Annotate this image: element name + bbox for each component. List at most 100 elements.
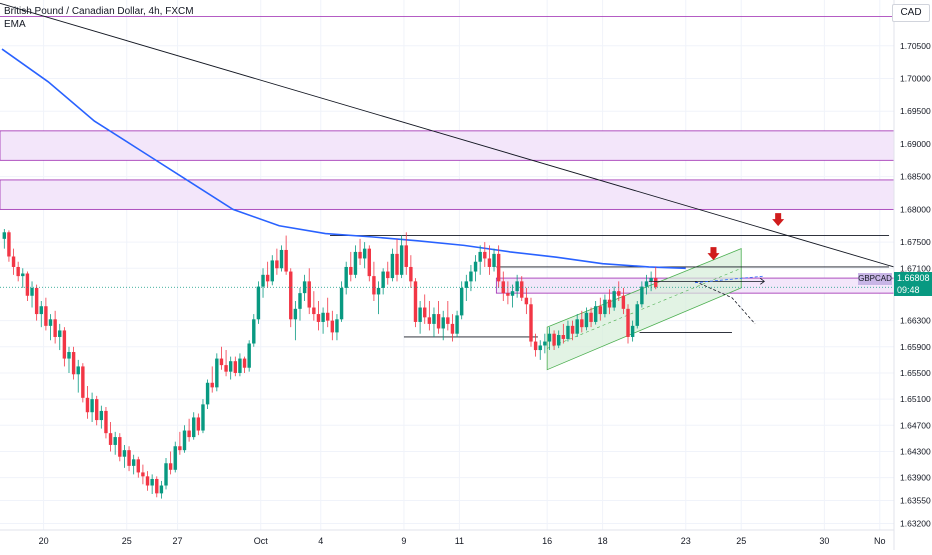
projection-path (694, 280, 756, 325)
candle (182, 425, 187, 453)
candle (547, 327, 552, 351)
time-tick-label: 23 (681, 536, 691, 546)
candle (90, 392, 94, 423)
candle (561, 323, 566, 344)
candle (635, 300, 639, 329)
candle-body (367, 248, 371, 277)
candle (256, 281, 261, 324)
time-tick-label: 27 (173, 536, 183, 546)
candle-body (247, 343, 251, 368)
candle-body (136, 459, 140, 473)
candle-body (164, 463, 168, 486)
candle-body (349, 266, 353, 275)
candle (58, 323, 62, 351)
candle (210, 366, 214, 393)
candle (358, 238, 362, 265)
candle (265, 261, 270, 288)
candle (612, 286, 616, 311)
candle-body (44, 306, 48, 326)
candle-body (58, 330, 62, 337)
candle-body (48, 319, 53, 326)
candle (520, 276, 524, 301)
candle (326, 297, 330, 328)
time-tick-label: Oct (254, 536, 269, 546)
indicator-label[interactable]: EMA (4, 19, 26, 30)
candle (44, 297, 48, 331)
candle-body (21, 273, 25, 277)
candle (603, 294, 607, 318)
candle (164, 458, 168, 490)
candle (302, 274, 307, 301)
candle-body (362, 248, 367, 259)
candle (219, 346, 224, 370)
candle-body (492, 253, 496, 267)
candle-body (390, 253, 395, 279)
time-tick-label: 4 (318, 536, 323, 546)
candle-body (316, 314, 321, 322)
annotations (0, 213, 894, 325)
candle-body (307, 281, 311, 308)
candle-body (108, 433, 113, 445)
candle-body (381, 271, 385, 288)
candle (506, 281, 510, 305)
candle-body (455, 315, 459, 334)
projection-path-blue (694, 275, 765, 284)
candle-body (228, 361, 233, 372)
time-axis: 20 25 27 Oct 4 9 11 16 18 23 25 30 No (0, 529, 894, 546)
price-tick-label: 1.63900 (900, 473, 931, 483)
candle-body (510, 291, 515, 296)
candle-body (584, 312, 589, 328)
candle-body (256, 286, 261, 320)
price-tick-label: 1.66300 (900, 316, 931, 326)
candle-body (159, 485, 164, 494)
supply-zone (0, 179, 895, 210)
candle (122, 444, 127, 468)
candle-body (312, 307, 316, 315)
candle (187, 418, 191, 442)
candle-body (543, 341, 547, 346)
candle (261, 268, 265, 298)
candle (99, 405, 104, 429)
candle (16, 261, 20, 282)
candle-body (275, 260, 279, 269)
candle (529, 297, 533, 347)
candle (293, 300, 298, 341)
candle (640, 281, 644, 308)
candle (621, 287, 626, 315)
candle (95, 395, 99, 426)
candle (298, 287, 302, 321)
candle (464, 274, 469, 301)
candle (432, 307, 436, 337)
candle (81, 363, 85, 403)
candle-body (626, 308, 630, 337)
candle (289, 268, 293, 328)
candle (455, 310, 459, 337)
candle-body (252, 319, 256, 344)
candle (353, 245, 358, 279)
candle (205, 379, 210, 409)
candle (580, 310, 584, 333)
candle (178, 431, 182, 455)
candle (630, 320, 635, 342)
price-tick-label: 1.67500 (900, 237, 931, 247)
candle (321, 307, 325, 334)
candle-body (432, 314, 436, 324)
price-tick-label: 1.64300 (900, 446, 931, 456)
candle (344, 261, 348, 295)
candle-body (11, 256, 16, 267)
candle-body (409, 266, 413, 282)
candle (399, 235, 404, 279)
candle-body (95, 399, 99, 421)
candle (644, 274, 649, 295)
candle-body (178, 446, 182, 451)
currency-badge[interactable]: CAD (892, 4, 930, 22)
time-tick-label: 20 (39, 536, 49, 546)
candle-body (506, 293, 510, 296)
candle (524, 287, 529, 315)
candle-body (242, 358, 247, 368)
candle (418, 300, 422, 334)
last-price-box: 1.66808 09:48 (894, 272, 932, 296)
candle-body (219, 358, 224, 366)
